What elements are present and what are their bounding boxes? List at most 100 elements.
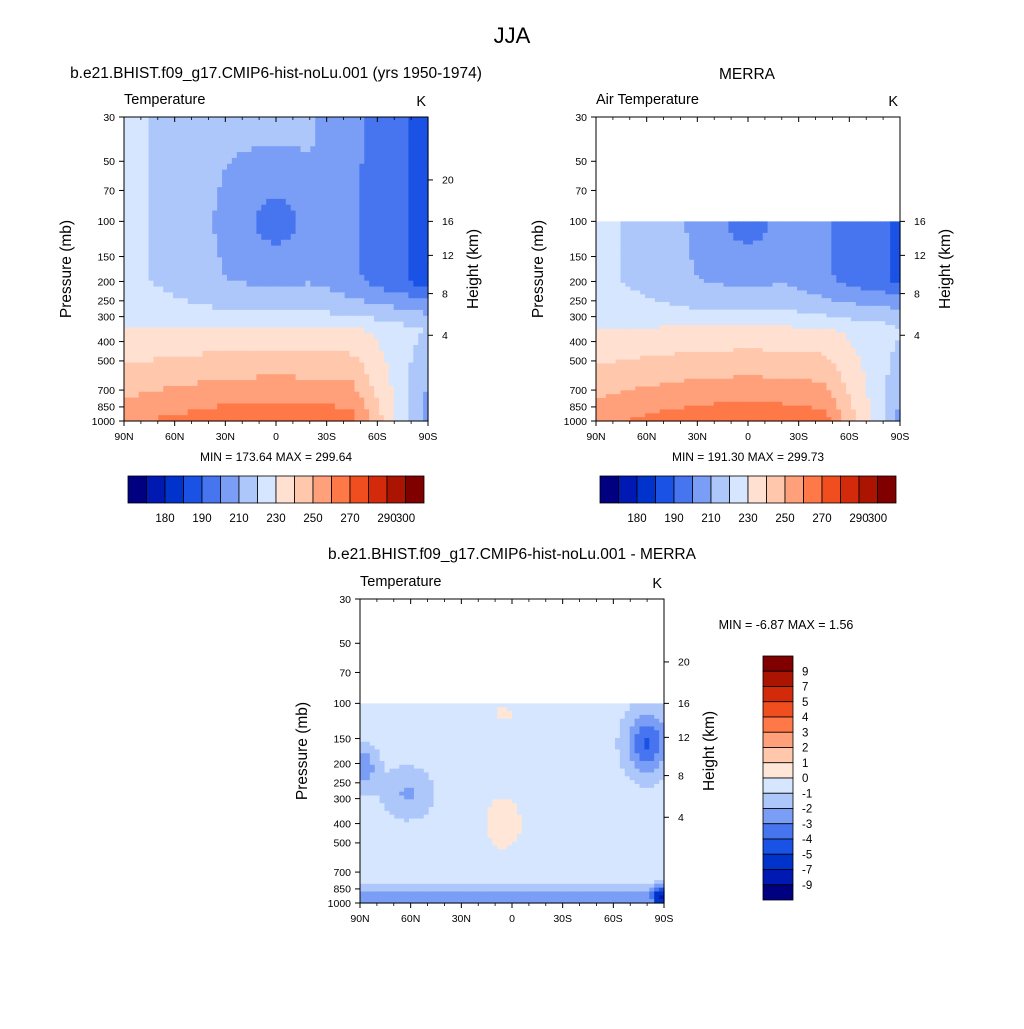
field-cell xyxy=(787,279,793,283)
field-cell xyxy=(354,246,360,252)
field-cell xyxy=(256,339,262,345)
field-cell xyxy=(158,228,164,234)
field-cell xyxy=(242,310,248,316)
field-cell xyxy=(139,123,145,129)
field-cell xyxy=(364,193,370,199)
field-cell xyxy=(207,339,213,345)
field-cell xyxy=(748,233,754,237)
field-cell xyxy=(251,263,256,269)
field-cell xyxy=(625,283,631,287)
field-cell xyxy=(797,241,803,245)
field-cell xyxy=(728,237,734,241)
field-cell xyxy=(183,287,189,293)
field-cell xyxy=(660,279,666,283)
field-cell xyxy=(812,229,818,233)
field-cell xyxy=(374,170,380,176)
field-cell xyxy=(679,317,685,321)
field-cell xyxy=(399,322,405,328)
field-cell xyxy=(222,140,228,146)
field-cell xyxy=(232,228,238,234)
field-cell xyxy=(758,298,764,302)
field-cell xyxy=(384,158,390,164)
field-cell xyxy=(247,403,253,409)
field-cell xyxy=(768,294,774,298)
field-cell xyxy=(621,233,627,237)
field-cell xyxy=(232,392,238,398)
field-cell xyxy=(242,246,248,252)
field-cell xyxy=(227,187,233,193)
field-cell xyxy=(655,310,661,314)
field-cell xyxy=(841,310,847,314)
field-cell xyxy=(129,170,135,176)
field-cell xyxy=(222,129,228,135)
field-cell xyxy=(232,251,238,257)
field-cell xyxy=(743,260,749,264)
field-cell xyxy=(222,374,228,380)
field-cell xyxy=(232,140,238,146)
field-cell xyxy=(728,241,734,245)
field-cell xyxy=(374,181,380,187)
field-cell xyxy=(266,374,272,380)
field-cell xyxy=(237,146,243,152)
field-cell xyxy=(616,252,622,256)
field-cell xyxy=(193,380,199,386)
field-cell xyxy=(369,246,375,252)
field-cell xyxy=(168,322,174,328)
field-cell xyxy=(709,237,715,241)
field-cell xyxy=(256,228,262,234)
field-cell xyxy=(261,228,267,234)
field-cell xyxy=(276,211,282,217)
field-cell xyxy=(340,240,346,246)
field-cell xyxy=(408,228,414,234)
field-cell xyxy=(684,225,690,229)
field-cell xyxy=(134,287,140,293)
field-cell xyxy=(193,374,199,380)
field-cell xyxy=(276,240,282,246)
field-cell xyxy=(163,164,169,170)
field-cell xyxy=(247,327,253,333)
field-cell xyxy=(256,322,262,328)
field-cell xyxy=(247,205,253,211)
field-cell xyxy=(305,193,311,199)
field-cell xyxy=(256,386,262,392)
field-cell xyxy=(129,287,135,293)
field-cell xyxy=(621,244,627,248)
field-cell xyxy=(212,240,218,246)
field-cell xyxy=(247,187,253,193)
field-cell xyxy=(738,287,744,291)
field-cell xyxy=(856,252,862,256)
field-cell xyxy=(875,287,881,291)
field-cell xyxy=(743,252,749,256)
field-cell xyxy=(670,252,676,256)
field-cell xyxy=(276,175,282,181)
field-cell xyxy=(601,229,607,233)
field-cell xyxy=(335,205,341,211)
field-cell xyxy=(350,158,356,164)
field-cell xyxy=(374,322,380,328)
field-cell xyxy=(364,117,370,123)
field-cell xyxy=(728,298,734,302)
field-cell xyxy=(394,398,400,404)
field-cell xyxy=(202,228,208,234)
field-cell xyxy=(350,398,356,404)
field-cell xyxy=(202,310,208,316)
field-cell xyxy=(281,333,287,339)
field-cell xyxy=(281,310,287,316)
field-cell xyxy=(679,321,685,325)
field-cell xyxy=(271,123,277,129)
field-cell xyxy=(369,193,375,199)
field-cell xyxy=(296,211,302,217)
field-cell xyxy=(782,306,788,310)
field-cell xyxy=(851,252,857,256)
field-cell xyxy=(768,252,774,256)
field-cell xyxy=(689,302,695,306)
field-cell xyxy=(384,339,390,345)
field-cell xyxy=(601,283,607,287)
field-cell xyxy=(232,175,238,181)
field-cell xyxy=(144,199,150,205)
field-cell xyxy=(841,237,847,241)
field-cell xyxy=(188,228,194,234)
field-cell xyxy=(315,339,321,345)
field-cell xyxy=(330,380,336,386)
field-cell xyxy=(345,117,351,123)
